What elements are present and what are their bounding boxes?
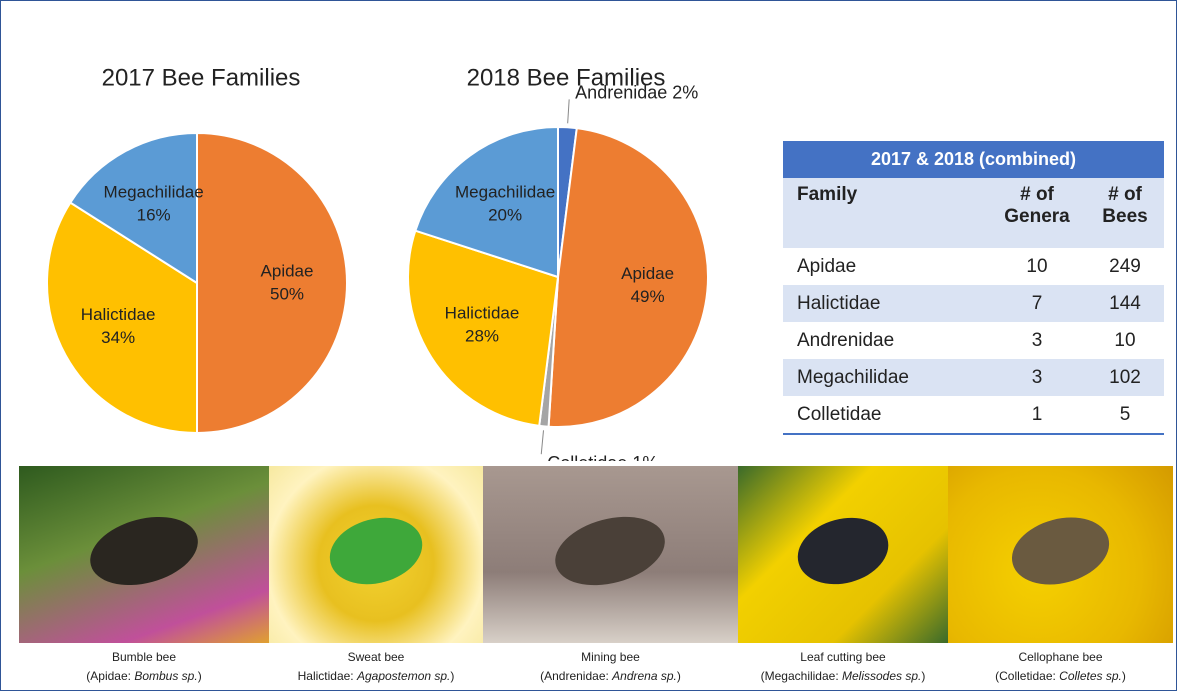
table-cell: Halictidae bbox=[783, 285, 988, 322]
pie-slice bbox=[197, 133, 347, 433]
bee-shape bbox=[1004, 507, 1116, 594]
table-cell: 3 bbox=[988, 359, 1086, 396]
value-label: 20% bbox=[488, 206, 522, 225]
bee-photo bbox=[19, 466, 269, 643]
chart-title: 2017 Bee Families bbox=[102, 64, 301, 91]
category-label: Halictidae bbox=[81, 305, 156, 324]
taxon-genus: Bombus sp. bbox=[134, 669, 197, 683]
leader-line bbox=[568, 99, 570, 123]
slide: 2017 Bee Families Apidae 50% Halictidae 34% M… bbox=[0, 0, 1177, 691]
category-label: Apidae bbox=[261, 261, 314, 280]
slice-label: Andrenidae 2% bbox=[575, 82, 698, 102]
bee-name: Sweat bee bbox=[298, 648, 455, 667]
table-cell: 249 bbox=[1086, 248, 1164, 285]
pie-charts: 2017 Bee Families Apidae 50% Halictidae 34% M… bbox=[1, 1, 771, 461]
taxon-family: (Apidae: bbox=[86, 669, 134, 683]
table-cell: Andrenidae bbox=[783, 322, 988, 359]
bee-shape bbox=[790, 508, 896, 593]
bee-taxon: Halictidae: Agapostemon sp.) bbox=[298, 667, 455, 686]
bee-name: Cellophane bee bbox=[995, 648, 1126, 667]
category-label: Halictidae bbox=[445, 304, 520, 323]
bee-shape bbox=[322, 508, 429, 594]
photo-card: Mining bee(Andrenidae: Andrena sp.) bbox=[483, 466, 738, 686]
value-label: 16% bbox=[137, 206, 171, 225]
bee-taxon: (Megachilidae: Melissodes sp.) bbox=[761, 667, 926, 686]
value-label: 50% bbox=[270, 284, 304, 303]
table-cell: Apidae bbox=[783, 248, 988, 285]
category-label: Megachilidae bbox=[455, 183, 555, 202]
table-cell: 1 bbox=[988, 396, 1086, 434]
category-label: Apidae bbox=[621, 264, 674, 283]
category-label: Megachilidae bbox=[104, 183, 204, 202]
table-title: 2017 & 2018 (combined) bbox=[783, 141, 1164, 178]
category-label: Andrenidae bbox=[575, 82, 667, 102]
table-header: Family bbox=[783, 178, 988, 248]
value-label: 34% bbox=[101, 328, 135, 347]
taxon-suffix: ) bbox=[198, 669, 202, 683]
taxon-suffix: ) bbox=[921, 669, 925, 683]
taxon-family: Halictidae: bbox=[298, 669, 357, 683]
table-header: # of Bees bbox=[1086, 178, 1164, 248]
table-cell: 5 bbox=[1086, 396, 1164, 434]
bee-name: Bumble bee bbox=[86, 648, 201, 667]
table-cell: 10 bbox=[988, 248, 1086, 285]
taxon-family: (Colletidae: bbox=[995, 669, 1059, 683]
leader-line bbox=[541, 430, 543, 454]
bee-photo bbox=[948, 466, 1173, 643]
table-cell: 3 bbox=[988, 322, 1086, 359]
table-cell: Colletidae bbox=[783, 396, 988, 434]
value-label: 28% bbox=[465, 327, 499, 346]
bee-photo bbox=[738, 466, 948, 643]
photo-card: Cellophane bee(Colletidae: Colletes sp.) bbox=[948, 466, 1173, 686]
photo-caption: Mining bee(Andrenidae: Andrena sp.) bbox=[540, 648, 681, 686]
category-label: Colletidae bbox=[547, 453, 627, 461]
table-cell: 102 bbox=[1086, 359, 1164, 396]
value-label: 2% bbox=[672, 82, 698, 102]
photo-card: Bumble bee(Apidae: Bombus sp.) bbox=[19, 466, 269, 686]
taxon-genus: Colletes sp. bbox=[1059, 669, 1122, 683]
table-cell: 7 bbox=[988, 285, 1086, 322]
table-cell: Megachilidae bbox=[783, 359, 988, 396]
bee-photo bbox=[483, 466, 738, 643]
taxon-family: (Megachilidae: bbox=[761, 669, 842, 683]
table-header: # of Genera bbox=[988, 178, 1086, 248]
photo-caption: Bumble bee(Apidae: Bombus sp.) bbox=[86, 648, 201, 686]
photo-caption: Leaf cutting bee(Megachilidae: Melissode… bbox=[761, 648, 926, 686]
summary-table: 2017 & 2018 (combined) Family # of Gener… bbox=[783, 141, 1164, 435]
taxon-genus: Melissodes sp. bbox=[842, 669, 921, 683]
taxon-suffix: ) bbox=[1122, 669, 1126, 683]
bee-taxon: (Colletidae: Colletes sp.) bbox=[995, 667, 1126, 686]
bee-shape bbox=[548, 506, 673, 597]
photo-caption: Cellophane bee(Colletidae: Colletes sp.) bbox=[995, 648, 1126, 686]
bee-taxon: (Andrenidae: Andrena sp.) bbox=[540, 667, 681, 686]
taxon-genus: Agapostemon sp. bbox=[357, 669, 450, 683]
value-label: 49% bbox=[631, 287, 665, 306]
bee-name: Mining bee bbox=[540, 648, 681, 667]
taxon-genus: Andrena sp. bbox=[612, 669, 677, 683]
bee-taxon: (Apidae: Bombus sp.) bbox=[86, 667, 201, 686]
bee-name: Leaf cutting bee bbox=[761, 648, 926, 667]
slice-label: Colletidae 1% bbox=[547, 453, 658, 461]
value-label: 1% bbox=[632, 453, 658, 461]
photo-card: Leaf cutting bee(Megachilidae: Melissode… bbox=[738, 466, 948, 686]
bee-photo bbox=[269, 466, 483, 643]
table-cell: 10 bbox=[1086, 322, 1164, 359]
taxon-suffix: ) bbox=[450, 669, 454, 683]
taxon-suffix: ) bbox=[677, 669, 681, 683]
taxon-family: (Andrenidae: bbox=[540, 669, 612, 683]
bee-shape bbox=[83, 506, 206, 596]
table-cell: 144 bbox=[1086, 285, 1164, 322]
